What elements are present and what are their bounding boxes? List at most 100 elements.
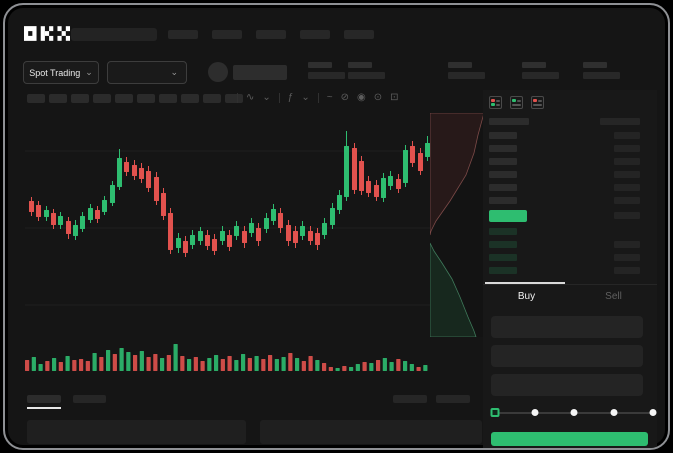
bid-row[interactable] xyxy=(489,267,517,274)
timeframe-button-6[interactable] xyxy=(137,94,155,103)
orderbook-view-toggles xyxy=(489,96,544,109)
fullscreen-icon[interactable]: ⊡ xyxy=(390,92,399,103)
timeframe-button-3[interactable] xyxy=(71,94,89,103)
timeframe-button-9[interactable] xyxy=(203,94,221,103)
book-icon-row xyxy=(533,99,542,103)
ask-size-row xyxy=(614,132,640,139)
timeframe-button-5[interactable] xyxy=(115,94,133,103)
book-icon-row xyxy=(512,103,521,106)
book-combined-icon[interactable] xyxy=(489,96,502,109)
timeframe-button-2[interactable] xyxy=(49,94,67,103)
market-type-label: Spot Trading xyxy=(29,67,81,78)
book-icon-chip xyxy=(491,103,495,106)
buy-tab-label: Buy xyxy=(517,290,536,302)
order-field-1[interactable] xyxy=(491,316,643,338)
bid-size-row xyxy=(614,267,640,274)
slider-handle[interactable] xyxy=(490,408,500,417)
ticker-stat-2 xyxy=(348,62,385,79)
nav-item-5[interactable] xyxy=(344,30,374,39)
search-input[interactable] xyxy=(71,28,157,41)
chevron-down-icon[interactable]: ⌄ xyxy=(301,92,310,103)
market-type-dropdown[interactable]: Spot Trading ⌄ xyxy=(23,61,99,84)
timeframe-button-4[interactable] xyxy=(93,94,111,103)
tab-sell[interactable]: Sell xyxy=(570,285,657,307)
trade-tabs: Buy Sell xyxy=(483,284,657,307)
nav-item-3[interactable] xyxy=(256,30,286,39)
settings-icon[interactable]: ⊙ xyxy=(373,92,383,103)
orderbook-last-price[interactable] xyxy=(489,210,527,222)
ask-size-row xyxy=(614,184,640,191)
trendline-icon[interactable]: ~ xyxy=(326,92,333,103)
chevron-down-icon: ⌄ xyxy=(85,67,93,77)
nav-item-1[interactable] xyxy=(168,30,198,39)
amount-slider[interactable] xyxy=(490,406,657,420)
tab-buy[interactable]: Buy xyxy=(483,285,570,307)
okx-logo[interactable] xyxy=(24,26,70,41)
book-icon-line xyxy=(496,99,500,102)
trade-section-bg xyxy=(483,284,657,448)
timeframe-button-1[interactable] xyxy=(27,94,45,103)
ask-row[interactable] xyxy=(489,132,517,139)
order-field-2[interactable] xyxy=(491,345,643,367)
camera-icon[interactable]: ◉ xyxy=(356,92,366,103)
sell-tab-label: Sell xyxy=(605,290,622,302)
bid-row[interactable] xyxy=(489,228,517,235)
book-icon-row xyxy=(491,103,500,106)
book-icon-chip xyxy=(512,99,516,103)
book-icon-line xyxy=(538,99,542,102)
candlestick-chart[interactable] xyxy=(25,113,430,339)
orderbook-header-right xyxy=(600,118,640,125)
chevron-down-icon: ⌄ xyxy=(170,67,178,77)
ask-size-row xyxy=(614,158,640,165)
bottom-tab-underline xyxy=(27,407,61,409)
book-icon-line xyxy=(517,99,521,102)
nav-item-4[interactable] xyxy=(300,30,330,39)
nav-menu xyxy=(168,30,374,39)
stat-label-placeholder xyxy=(448,62,472,68)
bottom-tab-active[interactable] xyxy=(27,395,61,403)
book-icon-row xyxy=(533,103,542,106)
ticker-stat-5 xyxy=(583,62,620,79)
pair-selector-dropdown[interactable]: ⌄ xyxy=(107,61,187,84)
ask-row[interactable] xyxy=(489,184,517,191)
slider-stop[interactable] xyxy=(531,409,538,416)
timeframe-buttons xyxy=(27,94,243,103)
bid-row[interactable] xyxy=(489,254,517,261)
orders-panel-left xyxy=(27,420,246,444)
book-icon-chip xyxy=(491,99,495,102)
orderbook-header-left xyxy=(489,118,529,125)
ask-row[interactable] xyxy=(489,197,517,204)
book-icon-line xyxy=(533,103,542,106)
stat-value-placeholder xyxy=(583,72,620,79)
ask-size-row xyxy=(614,145,640,152)
timeframe-button-8[interactable] xyxy=(181,94,199,103)
bid-row[interactable] xyxy=(489,241,517,248)
chevron-down-icon[interactable]: ⌄ xyxy=(262,92,271,103)
slider-stop[interactable] xyxy=(570,409,578,416)
timeframe-button-7[interactable] xyxy=(159,94,177,103)
line-style-icon[interactable]: ∿ xyxy=(246,92,255,103)
toolbar-divider xyxy=(317,93,319,103)
indicator-icon[interactable]: ƒ xyxy=(287,92,294,103)
book-bids-icon[interactable] xyxy=(510,96,523,109)
ask-row[interactable] xyxy=(489,145,517,152)
stat-value-placeholder xyxy=(348,72,385,79)
stat-label-placeholder xyxy=(522,62,546,68)
order-field-3[interactable] xyxy=(491,374,643,396)
bid-size-row xyxy=(614,241,640,248)
slider-stop[interactable] xyxy=(610,409,617,416)
bottom-tab-2[interactable] xyxy=(73,395,106,403)
timeframe-button-10[interactable] xyxy=(225,94,243,103)
book-asks-icon[interactable] xyxy=(531,96,544,109)
depth-chart[interactable] xyxy=(430,113,484,337)
buy-submit-button[interactable] xyxy=(491,432,648,446)
bottom-action-1[interactable] xyxy=(393,395,427,403)
ask-row[interactable] xyxy=(489,158,517,165)
ask-row[interactable] xyxy=(489,171,517,178)
stat-label-placeholder xyxy=(348,62,372,68)
slider-stop[interactable] xyxy=(649,409,657,416)
drawing-tools-icon[interactable]: ⊘ xyxy=(340,92,349,103)
nav-item-2[interactable] xyxy=(212,30,242,39)
volume-chart[interactable] xyxy=(25,341,430,371)
bottom-action-2[interactable] xyxy=(436,395,470,403)
